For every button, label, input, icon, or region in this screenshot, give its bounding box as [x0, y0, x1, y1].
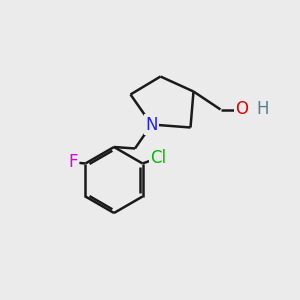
- Text: O: O: [235, 100, 248, 118]
- Text: N: N: [145, 116, 158, 134]
- Text: H: H: [256, 100, 269, 118]
- Text: F: F: [68, 153, 78, 171]
- Text: Cl: Cl: [150, 149, 166, 167]
